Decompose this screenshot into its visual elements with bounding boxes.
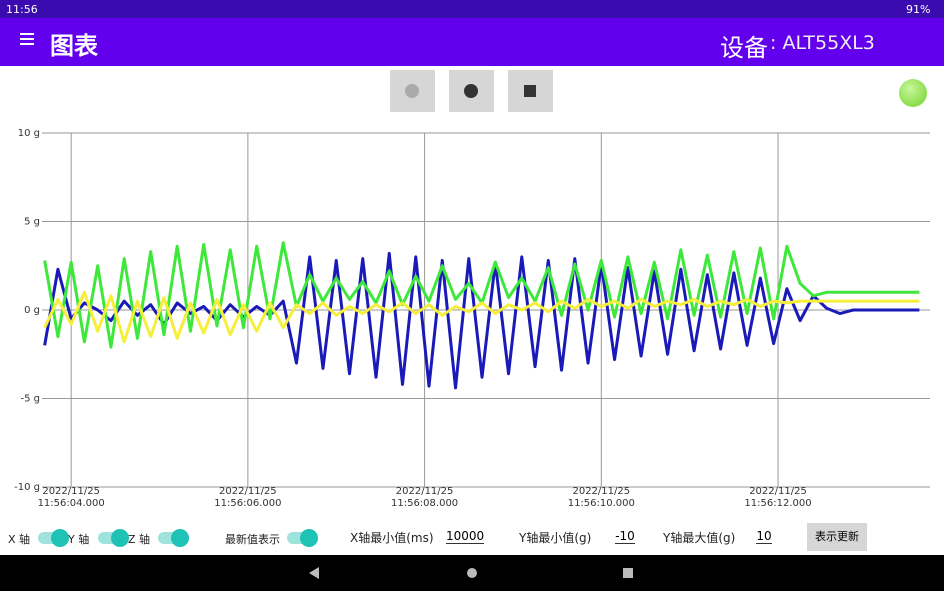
y-tick-label: 5 g (24, 217, 40, 228)
legend-label: Y 轴 (68, 533, 90, 546)
status-bar: 11:56 91% (0, 0, 944, 18)
device-name: : ALT55XL3 (770, 32, 875, 54)
x-tick-label: 2022/11/25 11:56:06.000 (214, 486, 282, 509)
x-tick-label: 2022/11/25 11:56:12.000 (744, 486, 812, 509)
y-max-input[interactable]: 10 (756, 529, 772, 544)
y-max-label: Y轴最大值(g) (663, 531, 736, 545)
battery: 91% (906, 3, 931, 16)
nav-bar (0, 555, 944, 591)
stop-button[interactable] (449, 70, 494, 112)
y-tick-label: -10 g (14, 482, 40, 493)
menu-button[interactable] (20, 33, 34, 35)
chart: 10 g 5 g 0 g -5 g -10 g (14, 128, 930, 493)
update-button[interactable]: 表示更新 (807, 523, 867, 551)
device-label: 设备 (720, 34, 768, 62)
legend-label: Z 轴 (128, 533, 151, 546)
legend-toggle[interactable] (38, 529, 69, 547)
y-min-input[interactable]: -10 (615, 529, 635, 544)
legend-toggle[interactable] (158, 529, 189, 547)
latest-toggle[interactable] (287, 529, 318, 547)
x-tick-label: 2022/11/25 11:56:08.000 (390, 486, 459, 509)
legend-toggle[interactable] (98, 529, 129, 547)
save-button[interactable] (508, 70, 553, 112)
clock: 11:56 (6, 3, 38, 16)
x-min-label: X轴最小值(ms) (350, 531, 434, 545)
play-button[interactable] (390, 70, 435, 112)
y-tick-label: 0 g (24, 305, 40, 316)
recents-button[interactable] (623, 568, 633, 578)
y-tick-label: 10 g (18, 128, 40, 139)
app-bar: 图表 设备 : ALT55XL3 (0, 18, 944, 66)
data-line (43, 290, 920, 344)
x-tick-label: 2022/11/25 11:56:10.000 (567, 486, 635, 509)
status-indicator (899, 79, 927, 107)
x-tick-label: 2022/11/25 11:56:04.000 (37, 486, 105, 509)
back-button[interactable] (309, 567, 319, 579)
data-line (43, 251, 920, 390)
legend-label: X 轴 (8, 533, 31, 546)
y-min-label: Y轴最小值(g) (519, 531, 592, 545)
app-title: 图表 (50, 32, 98, 60)
home-button[interactable] (467, 568, 477, 578)
latest-label: 最新值表示 (225, 533, 280, 546)
y-tick-label: -5 g (21, 394, 41, 405)
x-min-input[interactable]: 10000 (446, 529, 485, 544)
